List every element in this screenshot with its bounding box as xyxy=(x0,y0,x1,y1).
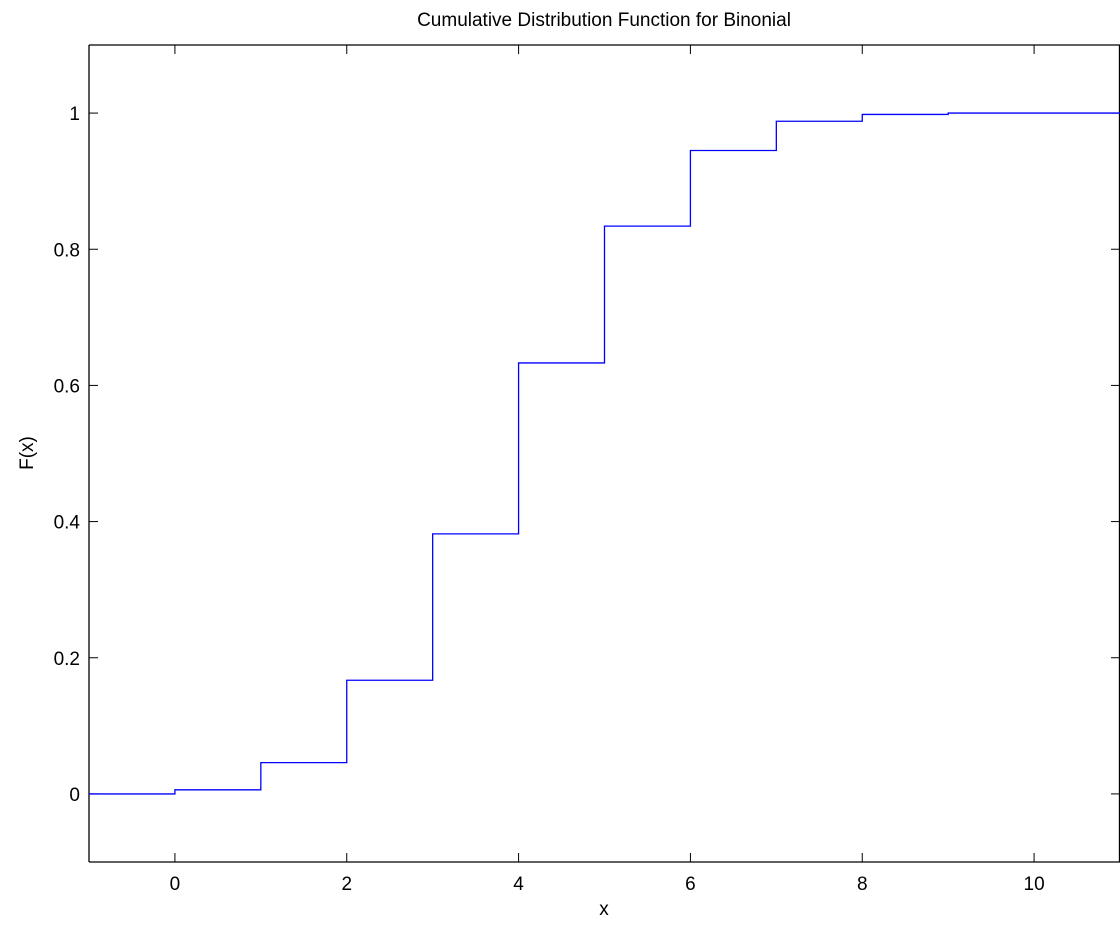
x-tick-label: 0 xyxy=(170,874,181,895)
cdf-step-line xyxy=(89,112,1120,795)
y-tick-label: 0.6 xyxy=(54,376,80,397)
x-tick-label: 4 xyxy=(513,874,524,895)
y-tick-label: 0.4 xyxy=(54,513,81,534)
series-group xyxy=(89,112,1120,795)
x-ticks: 0 2 4 6 8 10 xyxy=(170,45,1045,895)
x-axis-label: x xyxy=(599,899,609,920)
y-ticks: 0 0.2 0.4 0.6 0.8 1 xyxy=(54,104,1120,806)
plot-background xyxy=(89,45,1120,862)
y-tick-label: 0.2 xyxy=(54,649,80,670)
x-tick-label: 2 xyxy=(341,874,352,895)
chart-title: Cumulative Distribution Function for Bin… xyxy=(417,10,791,31)
y-tick-label: 0.8 xyxy=(54,240,80,261)
x-tick-label: 10 xyxy=(1024,874,1045,895)
y-tick-label: 1 xyxy=(69,104,80,125)
x-tick-label: 8 xyxy=(857,874,868,895)
y-axis-label: F(x) xyxy=(17,436,38,470)
x-tick-label: 6 xyxy=(685,874,696,895)
y-tick-label: 0 xyxy=(69,785,80,806)
